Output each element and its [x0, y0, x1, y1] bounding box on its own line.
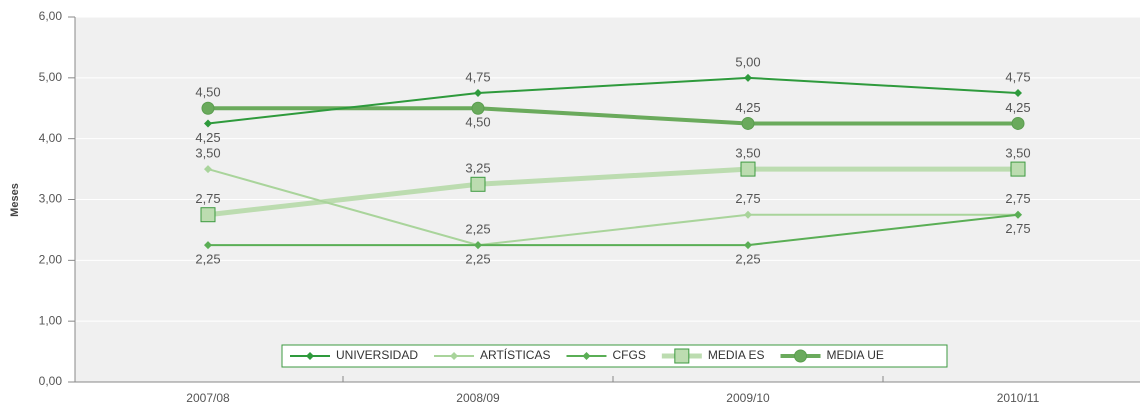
y-tick-label: 6,00	[39, 9, 63, 23]
legend-label: ARTÍSTICAS	[480, 347, 550, 362]
marker	[1014, 89, 1022, 98]
x-tick-label: 2009/10	[726, 391, 770, 405]
marker	[201, 101, 215, 115]
data-label: 3,50	[1005, 146, 1030, 161]
data-label: 2,75	[1005, 221, 1030, 236]
y-tick-label: 4,00	[39, 131, 63, 145]
series-line	[208, 213, 1019, 247]
legend-box	[281, 344, 948, 368]
marker	[582, 352, 591, 360]
data-label: 3,50	[735, 146, 760, 161]
data-label: 2,25	[195, 252, 220, 267]
data-label: 2,75	[735, 191, 760, 206]
data-label: 3,25	[465, 161, 490, 176]
marker	[741, 116, 755, 130]
data-label: 4,75	[1005, 69, 1030, 84]
marker	[204, 119, 212, 128]
y-tick-label: 5,00	[39, 70, 63, 84]
x-tick-label: 2008/09	[456, 391, 500, 405]
series-line	[207, 76, 1019, 125]
marker	[450, 352, 459, 360]
marker	[306, 352, 314, 360]
marker	[744, 73, 752, 82]
series	[204, 73, 1022, 128]
marker	[474, 241, 482, 250]
series	[200, 161, 1026, 223]
data-label: 2,25	[735, 252, 760, 267]
marker	[674, 348, 690, 364]
data-label: 5,00	[735, 54, 760, 69]
legend-label: MEDIA UE	[827, 348, 884, 362]
marker	[474, 89, 482, 98]
data-label: 3,50	[195, 146, 220, 161]
series-line	[207, 166, 1018, 218]
y-tick-label: 0,00	[39, 374, 63, 388]
marker	[204, 165, 212, 174]
data-label: 2,75	[195, 191, 220, 206]
marker	[1010, 161, 1026, 177]
series	[204, 210, 1022, 250]
marker	[744, 210, 752, 219]
y-tick-label: 3,00	[39, 192, 63, 206]
legend: UNIVERSIDAD ARTÍSTICAS CFGS MEDIA ES MEDIA U…	[281, 344, 948, 368]
marker	[794, 349, 808, 363]
data-label: 4,50	[195, 85, 220, 100]
data-label: 2,75	[1005, 191, 1030, 206]
legend-label: MEDIA ES	[708, 348, 765, 362]
marker	[470, 176, 486, 192]
marker	[200, 207, 216, 223]
x-tick-label: 2010/11	[997, 391, 1040, 405]
marker	[1011, 116, 1025, 130]
y-tick-label: 1,00	[39, 313, 63, 327]
data-label: 4,25	[735, 100, 760, 115]
marker	[471, 101, 485, 115]
x-tick-label: 2007/08	[186, 391, 230, 405]
y-tick-label: 2,00	[39, 253, 63, 267]
legend-label: UNIVERSIDAD	[336, 348, 418, 362]
data-label: 2,25	[465, 252, 490, 267]
marker	[1014, 210, 1022, 219]
marker	[744, 241, 752, 250]
data-label: 4,25	[1005, 100, 1030, 115]
data-label: 2,25	[465, 222, 490, 237]
marker	[204, 241, 212, 250]
legend-label: CFGS	[612, 348, 645, 362]
data-label: 4,75	[465, 69, 490, 84]
data-label: 4,50	[465, 115, 490, 130]
y-axis-label: Meses	[9, 183, 21, 217]
data-label: 4,25	[195, 130, 220, 145]
marker	[740, 161, 756, 177]
series-line	[207, 168, 1018, 247]
